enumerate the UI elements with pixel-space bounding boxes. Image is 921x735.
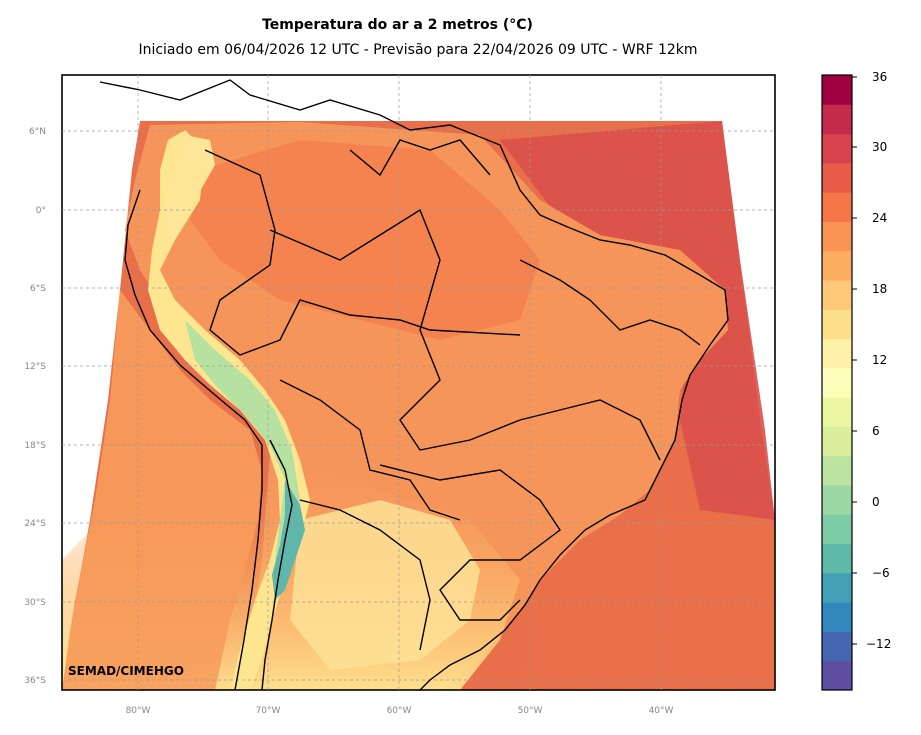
border-bolivia-paraguay	[279, 379, 461, 521]
lon-label: 70°W	[256, 706, 281, 716]
lat-label: 24°S	[24, 519, 46, 529]
colorbar-tick-label: 12	[872, 353, 887, 367]
coastline-pacific	[124, 189, 263, 690]
lat-label: 30°S	[24, 598, 46, 608]
colorbar-tick-label: 18	[872, 282, 887, 296]
lat-label: 0°	[36, 206, 46, 216]
credit-label: SEMAD/CIMEHGO	[68, 664, 184, 678]
colorbar-segment	[822, 104, 852, 135]
border-amazon-west	[204, 149, 521, 356]
colorbar-tick-label: −6	[872, 566, 890, 580]
colorbar-tick-label: −12	[866, 637, 891, 651]
border-states-central	[269, 208, 661, 461]
lon-label: 80°W	[126, 706, 151, 716]
colorbar-segment	[822, 367, 852, 398]
temperature-field	[62, 121, 775, 690]
map-frame	[61, 74, 776, 691]
colorbar-tick-label: 30	[872, 140, 887, 154]
colorbar-segment	[822, 426, 852, 457]
lat-label: 12°S	[24, 362, 46, 372]
colorbar-segment	[822, 631, 852, 662]
colorbar-segment	[822, 75, 852, 105]
map-title: Temperatura do ar a 2 metros (°C)	[262, 17, 533, 33]
political-borders	[99, 79, 729, 690]
border-guianas	[349, 139, 491, 177]
colorbar-tick-label: 24	[872, 211, 887, 225]
lat-label: 6°N	[29, 127, 46, 137]
border-northeast	[519, 259, 701, 346]
colorbar-tick-label: 6	[872, 424, 880, 438]
colorbar	[822, 75, 852, 691]
colorbar-segment	[822, 250, 852, 281]
colorbar-segment	[822, 660, 852, 691]
colorbar-segment	[822, 221, 852, 252]
colorbar-segment	[822, 514, 852, 545]
andes-cold-region	[148, 130, 310, 690]
colorbar-segment	[822, 162, 852, 193]
coastline-north	[99, 79, 729, 690]
colorbar-segment	[822, 280, 852, 310]
andes-north-cold	[162, 135, 215, 250]
colorbar-segment	[822, 133, 852, 164]
border-andes	[261, 439, 293, 690]
colorbar-frame	[821, 74, 853, 691]
graticule	[62, 75, 775, 690]
colorbar-segment	[822, 602, 852, 632]
colorbar-tick-label: 0	[872, 495, 880, 509]
colorbar-segment	[822, 338, 852, 369]
border-argentina	[299, 499, 431, 651]
colorbar-tick-label: 36	[872, 70, 887, 84]
pacific-coast-strip	[62, 290, 262, 690]
colorbar-segment	[822, 309, 852, 340]
lat-label: 36°S	[24, 676, 46, 686]
lat-label: 6°S	[30, 284, 46, 294]
latitude-labels: 6°N 0° 6°S 12°S 18°S 24°S 30°S 36°S	[24, 127, 46, 686]
lon-label: 60°W	[387, 706, 412, 716]
colorbar-segment	[822, 543, 852, 574]
andes-altiplano-cold	[185, 320, 300, 570]
pampas-cool-region	[290, 500, 480, 670]
colorbar-segment	[822, 455, 852, 486]
colorbar-segment	[822, 397, 852, 427]
lon-label: 40°W	[649, 706, 674, 716]
lon-label: 50°W	[518, 706, 543, 716]
colorbar-segment	[822, 572, 852, 603]
map-subtitle: Iniciado em 06/04/2026 12 UTC - Previsão…	[138, 42, 698, 58]
colorbar-segment	[822, 485, 852, 515]
colorbar-ticks: 36 30 24 18 12 6 0 −6 −12	[852, 70, 891, 651]
amazon-warm-region	[190, 140, 540, 340]
longitude-labels: 80°W 70°W 60°W 50°W 40°W	[126, 706, 674, 716]
border-states-south	[379, 464, 561, 621]
lat-label: 18°S	[24, 441, 46, 451]
south-atlantic-region	[520, 510, 775, 690]
colorbar-segment	[822, 192, 852, 222]
